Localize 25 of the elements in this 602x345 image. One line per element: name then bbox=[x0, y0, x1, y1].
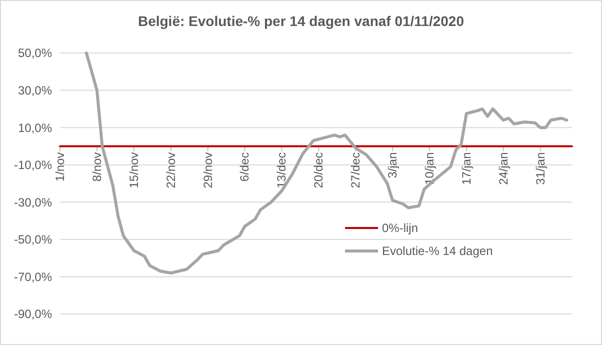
x-tick-label: 22/nov bbox=[164, 152, 178, 188]
x-tick-label: 24/jan bbox=[496, 152, 510, 185]
x-tick-label: 31/jan bbox=[533, 152, 548, 185]
x-tick-label: 1/nov bbox=[53, 152, 67, 182]
y-tick-label: -90,0% bbox=[14, 307, 52, 322]
y-tick-label: -50,0% bbox=[14, 232, 52, 247]
y-tick-label: 30,0% bbox=[18, 83, 52, 98]
x-tick-label: 29/nov bbox=[200, 152, 215, 188]
x-tick-label: 8/nov bbox=[90, 152, 104, 182]
x-tick-label: 13/dec bbox=[274, 152, 289, 188]
y-tick-label: -70,0% bbox=[14, 270, 52, 284]
line-series bbox=[84, 52, 568, 274]
x-tick-label: 6/dec bbox=[238, 152, 252, 182]
legend-label: 0%-lijn bbox=[382, 221, 418, 236]
y-tick-label: -30,0% bbox=[14, 195, 52, 210]
x-tick-label: 20/dec bbox=[312, 152, 326, 188]
x-tick-label: 3/jan bbox=[386, 152, 400, 178]
x-tick-label: 27/dec bbox=[348, 152, 363, 188]
y-tick-label: -10,0% bbox=[14, 158, 52, 172]
y-tick-label: 10,0% bbox=[18, 120, 52, 135]
y-tick-label: 50,0% bbox=[18, 46, 52, 60]
x-tick-label: 17/jan bbox=[459, 152, 474, 185]
chart-title: België: Evolutie-% per 14 dagen vanaf 01/11/2020 bbox=[138, 13, 464, 29]
legend-label: Evolutie-% 14 dagen bbox=[382, 244, 493, 258]
x-tick-label: 15/nov bbox=[126, 152, 141, 188]
